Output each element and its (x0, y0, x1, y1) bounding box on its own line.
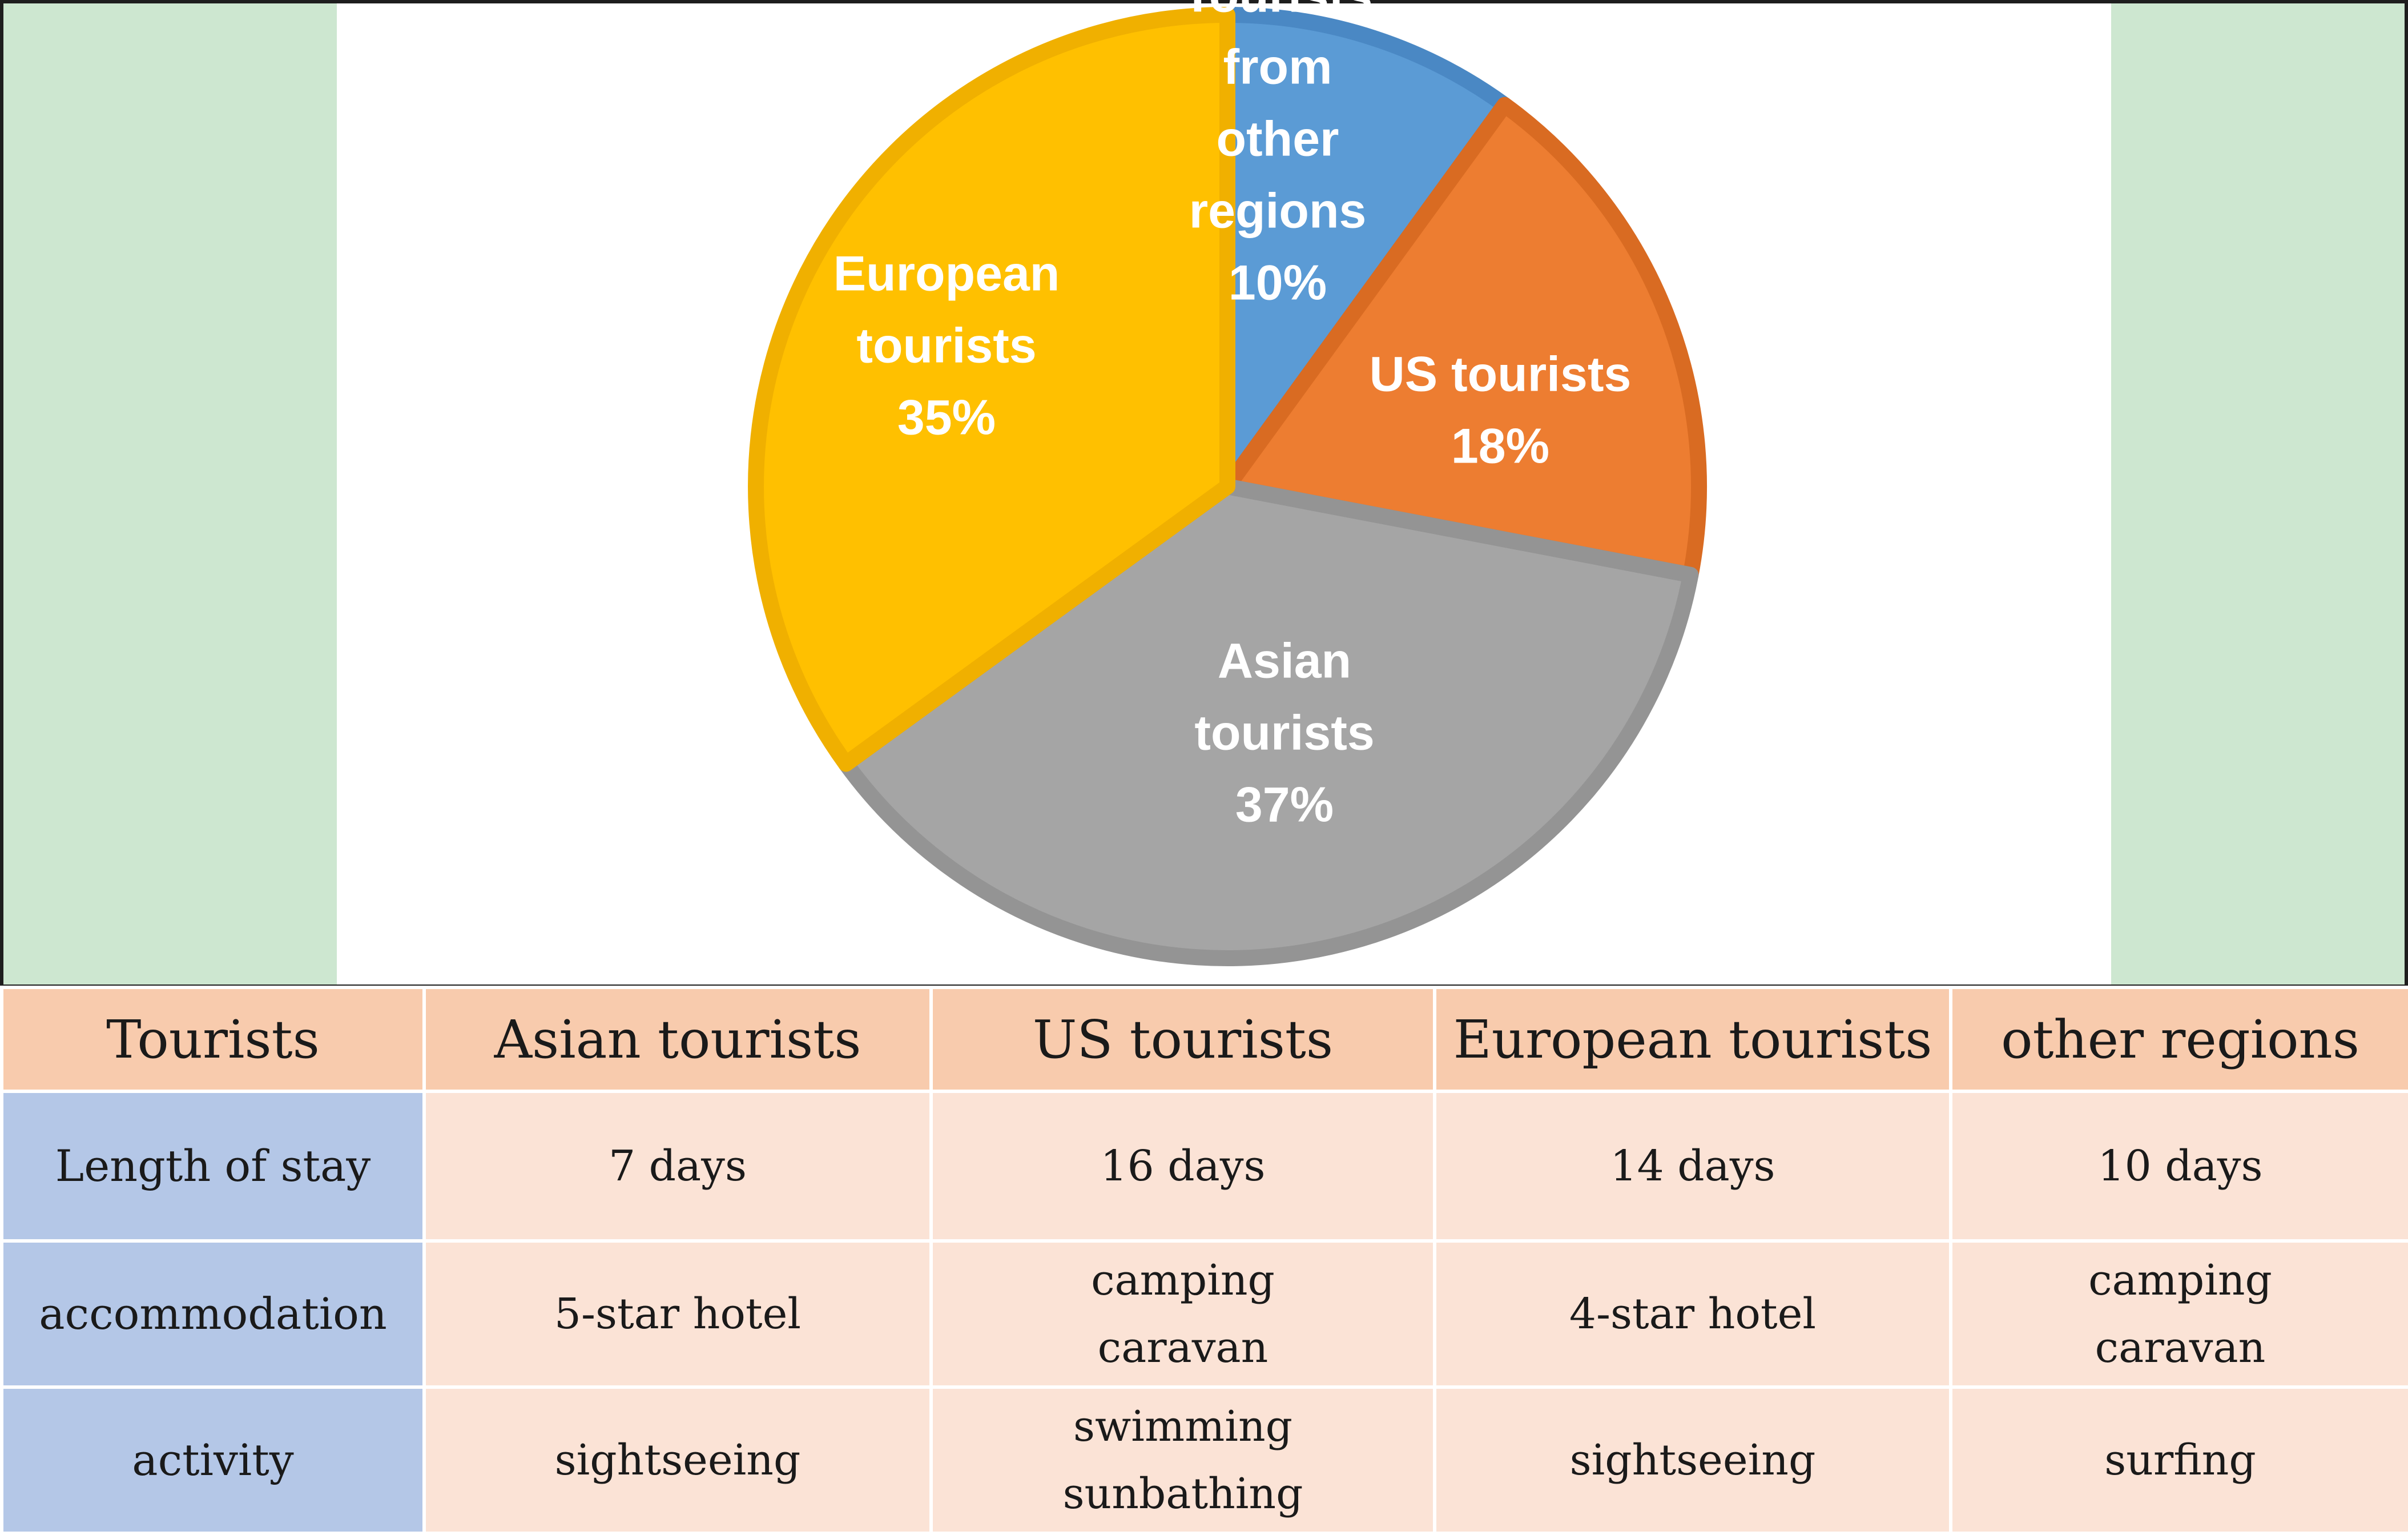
table-cell: 7 days (422, 1090, 933, 1243)
cell-text: caravan (1097, 1323, 1269, 1372)
row-header: activity (0, 1385, 426, 1535)
slice-percent-label: 18% (1451, 419, 1549, 474)
cell-text: 7 days (609, 1141, 747, 1191)
row-header: Length of stay (0, 1090, 426, 1243)
cell-text: 16 days (1100, 1141, 1266, 1191)
pie-slice-0 (1219, 7, 1513, 495)
slice-percent-label: 10% (1229, 256, 1327, 311)
slice-percent-label: 37% (1235, 778, 1334, 833)
cell-text: sunbathing (1062, 1469, 1303, 1518)
pie-chart: Tourists from other regions 10% US tourists 18… (748, 0, 1707, 966)
table-cell: 10 days (1949, 1090, 2408, 1243)
background-panel-left (3, 3, 337, 985)
background-panel-right (2111, 3, 2405, 985)
header-other-regions: other regions (1949, 986, 2408, 1093)
slice-label-line: tourists (856, 319, 1036, 373)
table-cell: sightseeing (1433, 1385, 1952, 1535)
row-header: accommodation (0, 1239, 426, 1389)
cell-text: camping (1091, 1255, 1275, 1305)
table-row: accommodation 5-star hotel camping caravan 4… (0, 1239, 2408, 1389)
table-cell: 5-star hotel (422, 1239, 933, 1389)
table-cell: camping caravan (929, 1239, 1436, 1389)
table-cell: 4-star hotel (1433, 1239, 1952, 1389)
table-cell: 14 days (1433, 1090, 1952, 1243)
header-tourists: Tourists (0, 986, 426, 1093)
cell-text: sightseeing (1569, 1435, 1816, 1485)
table-cell: camping caravan (1949, 1239, 2408, 1389)
table-cell: sightseeing (422, 1385, 933, 1535)
cell-text: sightseeing (554, 1435, 801, 1485)
slice-percent-label: 35% (897, 391, 996, 445)
slice-label-line: tourists (1194, 706, 1374, 761)
pie-slice-3 (748, 7, 1235, 772)
table-header-row: Tourists Asian tourists US tourists Euro… (0, 986, 2408, 1093)
header-european-tourists: European tourists (1433, 986, 1952, 1093)
cell-text: camping (2088, 1255, 2272, 1305)
slice-label-line: Asian (1218, 634, 1351, 689)
pie-slice-2 (837, 479, 1699, 966)
table-cell: surfing (1949, 1385, 2408, 1535)
slice-label-line: Tourists (1183, 0, 1373, 23)
slice-label-line: from (1223, 40, 1332, 95)
cell-text: 5-star hotel (554, 1289, 802, 1339)
cell-text: caravan (2095, 1323, 2266, 1372)
tourist-data-table: Tourists Asian tourists US tourists Euro… (0, 986, 2408, 1535)
header-us-tourists: US tourists (929, 986, 1436, 1093)
table-row: activity sightseeing swimming sunbathing sig… (0, 1385, 2408, 1535)
slice-label-line: other (1217, 112, 1339, 167)
pie-slice-1 (1219, 97, 1707, 583)
cell-text: 14 days (1610, 1141, 1775, 1191)
cell-text: surfing (2104, 1435, 2256, 1485)
slice-label-line: European (833, 247, 1060, 302)
table-cell: 16 days (929, 1090, 1436, 1243)
slice-label-line: US tourists (1370, 347, 1632, 402)
table-cell: swimming sunbathing (929, 1385, 1436, 1535)
cell-text: swimming (1073, 1401, 1293, 1451)
table-row: Length of stay 7 days 16 days 14 days 10 day… (0, 1090, 2408, 1243)
header-asian-tourists: Asian tourists (422, 986, 933, 1093)
cell-text: 10 days (2097, 1141, 2263, 1191)
slice-label-line: regions (1189, 184, 1367, 239)
cell-text: 4-star hotel (1569, 1289, 1817, 1339)
